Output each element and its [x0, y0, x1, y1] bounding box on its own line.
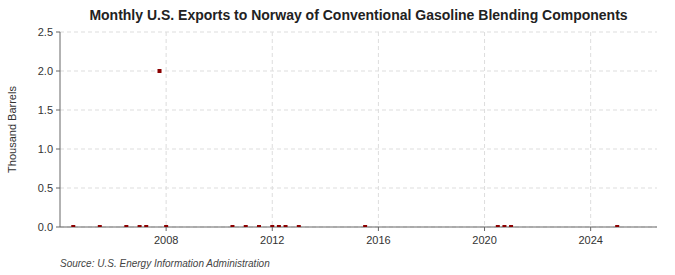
point: [496, 225, 500, 227]
point: [277, 225, 281, 227]
y-grid-line: [60, 188, 657, 189]
x-tick: [272, 227, 273, 231]
x-grid-line: [166, 32, 167, 227]
y-tick: [56, 32, 60, 33]
point: [363, 225, 367, 227]
x-tick-label: 2016: [366, 234, 390, 246]
point: [297, 225, 301, 227]
title: Monthly U.S. Exports to Norway of Conven…: [89, 7, 627, 23]
x-tick: [378, 227, 379, 231]
x-grid-line: [590, 32, 591, 227]
y-grid-line: [60, 110, 657, 111]
point: [284, 225, 288, 227]
chart: Monthly U.S. Exports to Norway of Conven…: [0, 0, 675, 275]
x-grid-line: [378, 32, 379, 227]
point: [138, 225, 142, 227]
point: [509, 225, 513, 227]
y-tick: [56, 227, 60, 228]
y-tick-label: 1.0: [38, 143, 53, 155]
x-grid-line: [272, 32, 273, 227]
points: [71, 69, 619, 227]
point: [230, 225, 234, 227]
x-tick: [484, 227, 485, 231]
point: [257, 225, 261, 227]
x-tick-label: 2008: [154, 234, 178, 246]
y-grid-line: [60, 71, 657, 72]
x-tick: [590, 227, 591, 231]
y-grid-line: [60, 32, 657, 33]
y-tick: [56, 188, 60, 189]
x-grid-line: [484, 32, 485, 227]
y-axis-label: Thousand Barrels: [6, 86, 18, 173]
y-tick-label: 2.5: [38, 26, 53, 38]
grid: [60, 32, 657, 227]
point: [164, 225, 168, 227]
y-tick-label: 1.5: [38, 104, 53, 116]
point: [270, 225, 274, 227]
point: [98, 225, 102, 227]
x-tick-label: 2020: [472, 234, 496, 246]
y-grid-line: [60, 227, 657, 228]
y-axis: [60, 32, 61, 227]
y-tick-label: 0.0: [38, 221, 53, 233]
y-tick-label: 2.0: [38, 65, 53, 77]
y-tick: [56, 71, 60, 72]
point: [158, 69, 162, 73]
point: [615, 225, 619, 227]
y-tick-label: 0.5: [38, 182, 53, 194]
x-axis: [60, 227, 657, 228]
point: [502, 225, 506, 227]
point: [71, 225, 75, 227]
point: [144, 225, 148, 227]
y-tick: [56, 149, 60, 150]
point: [124, 225, 128, 227]
source-note: Source: U.S. Energy Information Administ…: [60, 258, 270, 269]
y-grid-line: [60, 149, 657, 150]
y-tick: [56, 110, 60, 111]
x-tick: [166, 227, 167, 231]
x-tick-label: 2024: [578, 234, 602, 246]
point: [244, 225, 248, 227]
x-tick-label: 2012: [260, 234, 284, 246]
